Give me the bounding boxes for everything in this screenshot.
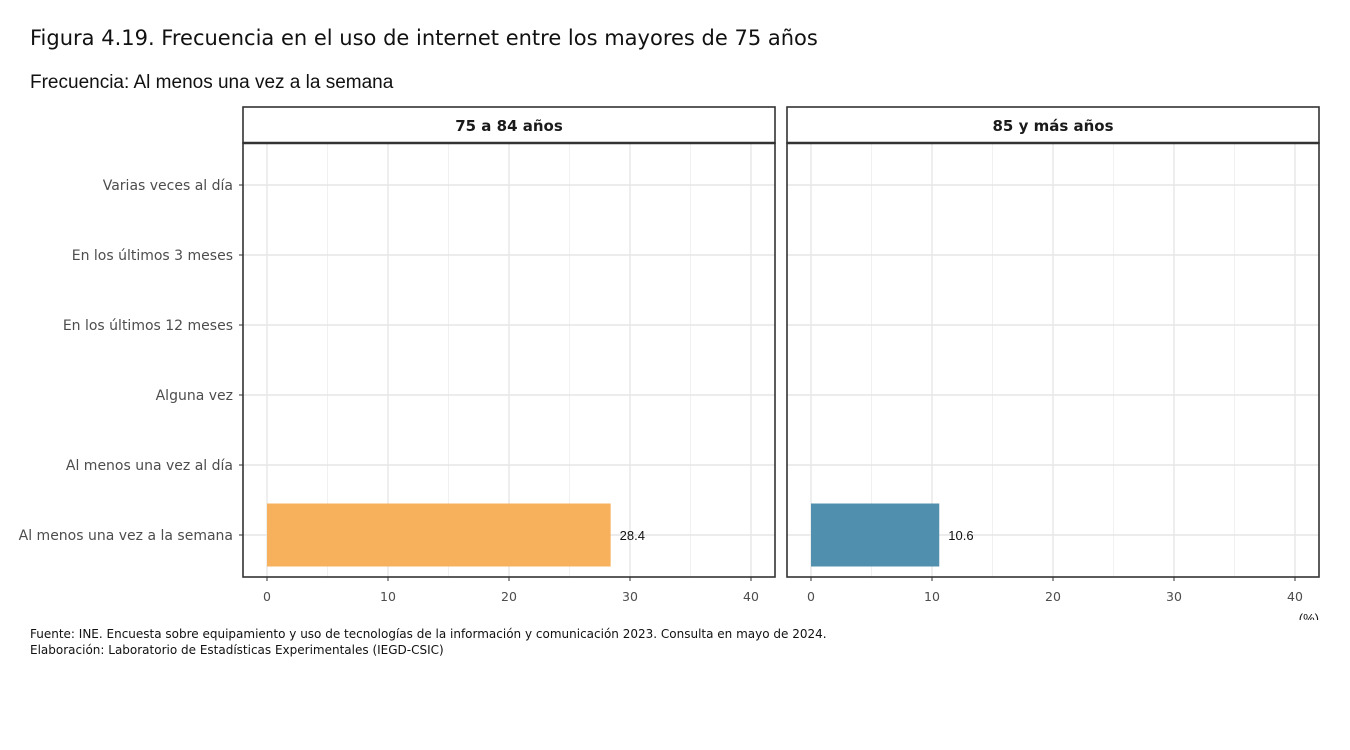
x-tick-label: 20 bbox=[1045, 589, 1061, 604]
x-tick-label: 10 bbox=[380, 589, 396, 604]
y-category-label: En los últimos 12 meses bbox=[63, 318, 233, 334]
facet-strip bbox=[786, 106, 1320, 144]
x-tick-label: 30 bbox=[622, 589, 638, 604]
source-note: Fuente: INE. Encuesta sobre equipamiento… bbox=[30, 627, 827, 641]
figure-subtitle: Frecuencia: Al menos una vez a la semana bbox=[30, 72, 394, 93]
figure-title: Figura 4.19. Frecuencia en el uso de int… bbox=[30, 26, 818, 50]
y-category-label: Varias veces al día bbox=[103, 178, 233, 194]
x-tick-label: 40 bbox=[1287, 589, 1303, 604]
credit-note: Elaboración: Laboratorio de Estadísticas… bbox=[30, 643, 444, 657]
x-tick-label: 0 bbox=[263, 589, 271, 604]
y-category-label: Alguna vez bbox=[156, 388, 233, 404]
x-tick-label: 40 bbox=[743, 589, 759, 604]
chart-footer: Fuente: INE. Encuesta sobre equipamiento… bbox=[30, 626, 827, 658]
facet-label: 85 y más años bbox=[992, 117, 1113, 135]
y-category-label: Al menos una vez al día bbox=[66, 458, 233, 474]
facet-strip bbox=[242, 106, 776, 144]
x-tick-label: 20 bbox=[501, 589, 517, 604]
y-category-label: Al menos una vez a la semana bbox=[19, 528, 233, 544]
value-label-85-y-mas-anos: 10.6 bbox=[948, 528, 973, 543]
bar-85-y-mas-anos-al-menos-una-vez-a-la-semana bbox=[811, 503, 940, 567]
y-category-label: En los últimos 3 meses bbox=[72, 248, 233, 264]
bar-75-a-84-anos-al-menos-una-vez-a-la-semana bbox=[267, 503, 611, 567]
facet-label: 75 a 84 años bbox=[455, 117, 563, 135]
x-tick-label: 10 bbox=[924, 589, 940, 604]
value-label-75-a-84-anos: 28.4 bbox=[620, 528, 645, 543]
x-tick-label: 30 bbox=[1166, 589, 1182, 604]
faceted-bar-chart: 28.4 75 a 84 años 0 10 20 30 40 10.6 85 y más añ… bbox=[19, 106, 1320, 620]
x-axis-unit-label: (%) bbox=[1299, 611, 1319, 620]
x-tick-label: 0 bbox=[807, 589, 815, 604]
